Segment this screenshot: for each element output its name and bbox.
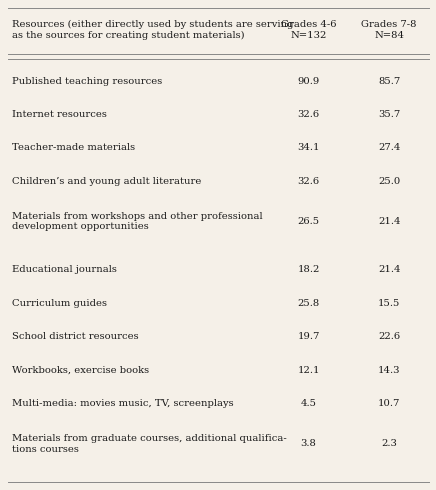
Text: Grades 4-6
N=132: Grades 4-6 N=132 [281, 20, 336, 40]
Text: 14.3: 14.3 [378, 366, 400, 374]
Text: School district resources: School district resources [12, 332, 139, 341]
Text: 34.1: 34.1 [297, 144, 320, 152]
Text: 26.5: 26.5 [297, 217, 320, 226]
Text: 3.8: 3.8 [300, 440, 317, 448]
Text: Internet resources: Internet resources [12, 110, 107, 119]
Text: Published teaching resources: Published teaching resources [12, 76, 163, 86]
Text: Curriculum guides: Curriculum guides [12, 299, 107, 308]
Text: 4.5: 4.5 [300, 399, 317, 408]
Text: Teacher-made materials: Teacher-made materials [12, 144, 135, 152]
Text: Materials from graduate courses, additional qualifica-
tions courses: Materials from graduate courses, additio… [12, 434, 287, 454]
Text: Multi-media: movies music, TV, screenplays: Multi-media: movies music, TV, screenpla… [12, 399, 234, 408]
Text: 90.9: 90.9 [297, 76, 320, 86]
Text: 85.7: 85.7 [378, 76, 400, 86]
Text: Children’s and young adult literature: Children’s and young adult literature [12, 177, 201, 186]
Text: 25.8: 25.8 [297, 299, 320, 308]
Text: 12.1: 12.1 [297, 366, 320, 374]
Text: 25.0: 25.0 [378, 177, 400, 186]
Text: Workbooks, exercise books: Workbooks, exercise books [12, 366, 150, 374]
Text: 15.5: 15.5 [378, 299, 400, 308]
Text: 10.7: 10.7 [378, 399, 400, 408]
Text: 22.6: 22.6 [378, 332, 400, 341]
Text: 18.2: 18.2 [297, 265, 320, 274]
Text: 2.3: 2.3 [381, 440, 397, 448]
Text: 32.6: 32.6 [297, 110, 320, 119]
Text: 32.6: 32.6 [297, 177, 320, 186]
Text: 35.7: 35.7 [378, 110, 400, 119]
Text: 21.4: 21.4 [378, 217, 400, 226]
Text: Grades 7-8
N=84: Grades 7-8 N=84 [361, 20, 417, 40]
Text: 27.4: 27.4 [378, 144, 400, 152]
Text: 19.7: 19.7 [297, 332, 320, 341]
Text: Resources (either directly used by students are serving
as the sources for creat: Resources (either directly used by stude… [12, 20, 294, 40]
Text: Materials from workshops and other professional
development opportunities: Materials from workshops and other profe… [12, 212, 263, 231]
Text: 21.4: 21.4 [378, 265, 400, 274]
Text: Educational journals: Educational journals [12, 265, 117, 274]
